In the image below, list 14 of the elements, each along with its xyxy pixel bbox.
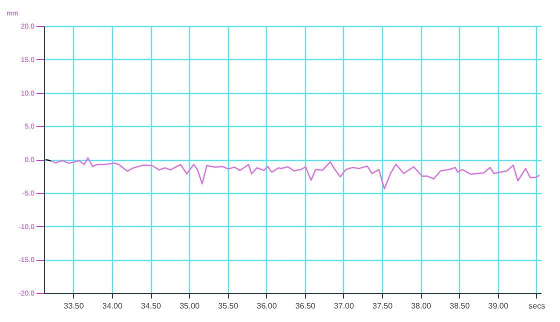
x-tick-label: 36.50: [295, 302, 316, 310]
x-tick-label: 35.50: [218, 302, 239, 310]
x-tick-label: 35.00: [180, 302, 200, 310]
x-tick-label: 38.50: [450, 302, 470, 310]
x-tick-label: secs: [528, 302, 546, 310]
x-tick-label: 37.50: [372, 302, 394, 310]
x-tick-label: 34.50: [140, 302, 162, 310]
x-tick-label: 37.00: [334, 302, 354, 310]
x-tick-label: 39.00: [488, 302, 509, 310]
x-tick-label: 38.00: [411, 302, 432, 310]
line-series: [50, 157, 540, 190]
x-tick-label: 36.00: [256, 302, 278, 310]
x-tick-label: 34.00: [102, 302, 123, 310]
x-tick-label: 33.50: [64, 302, 84, 310]
